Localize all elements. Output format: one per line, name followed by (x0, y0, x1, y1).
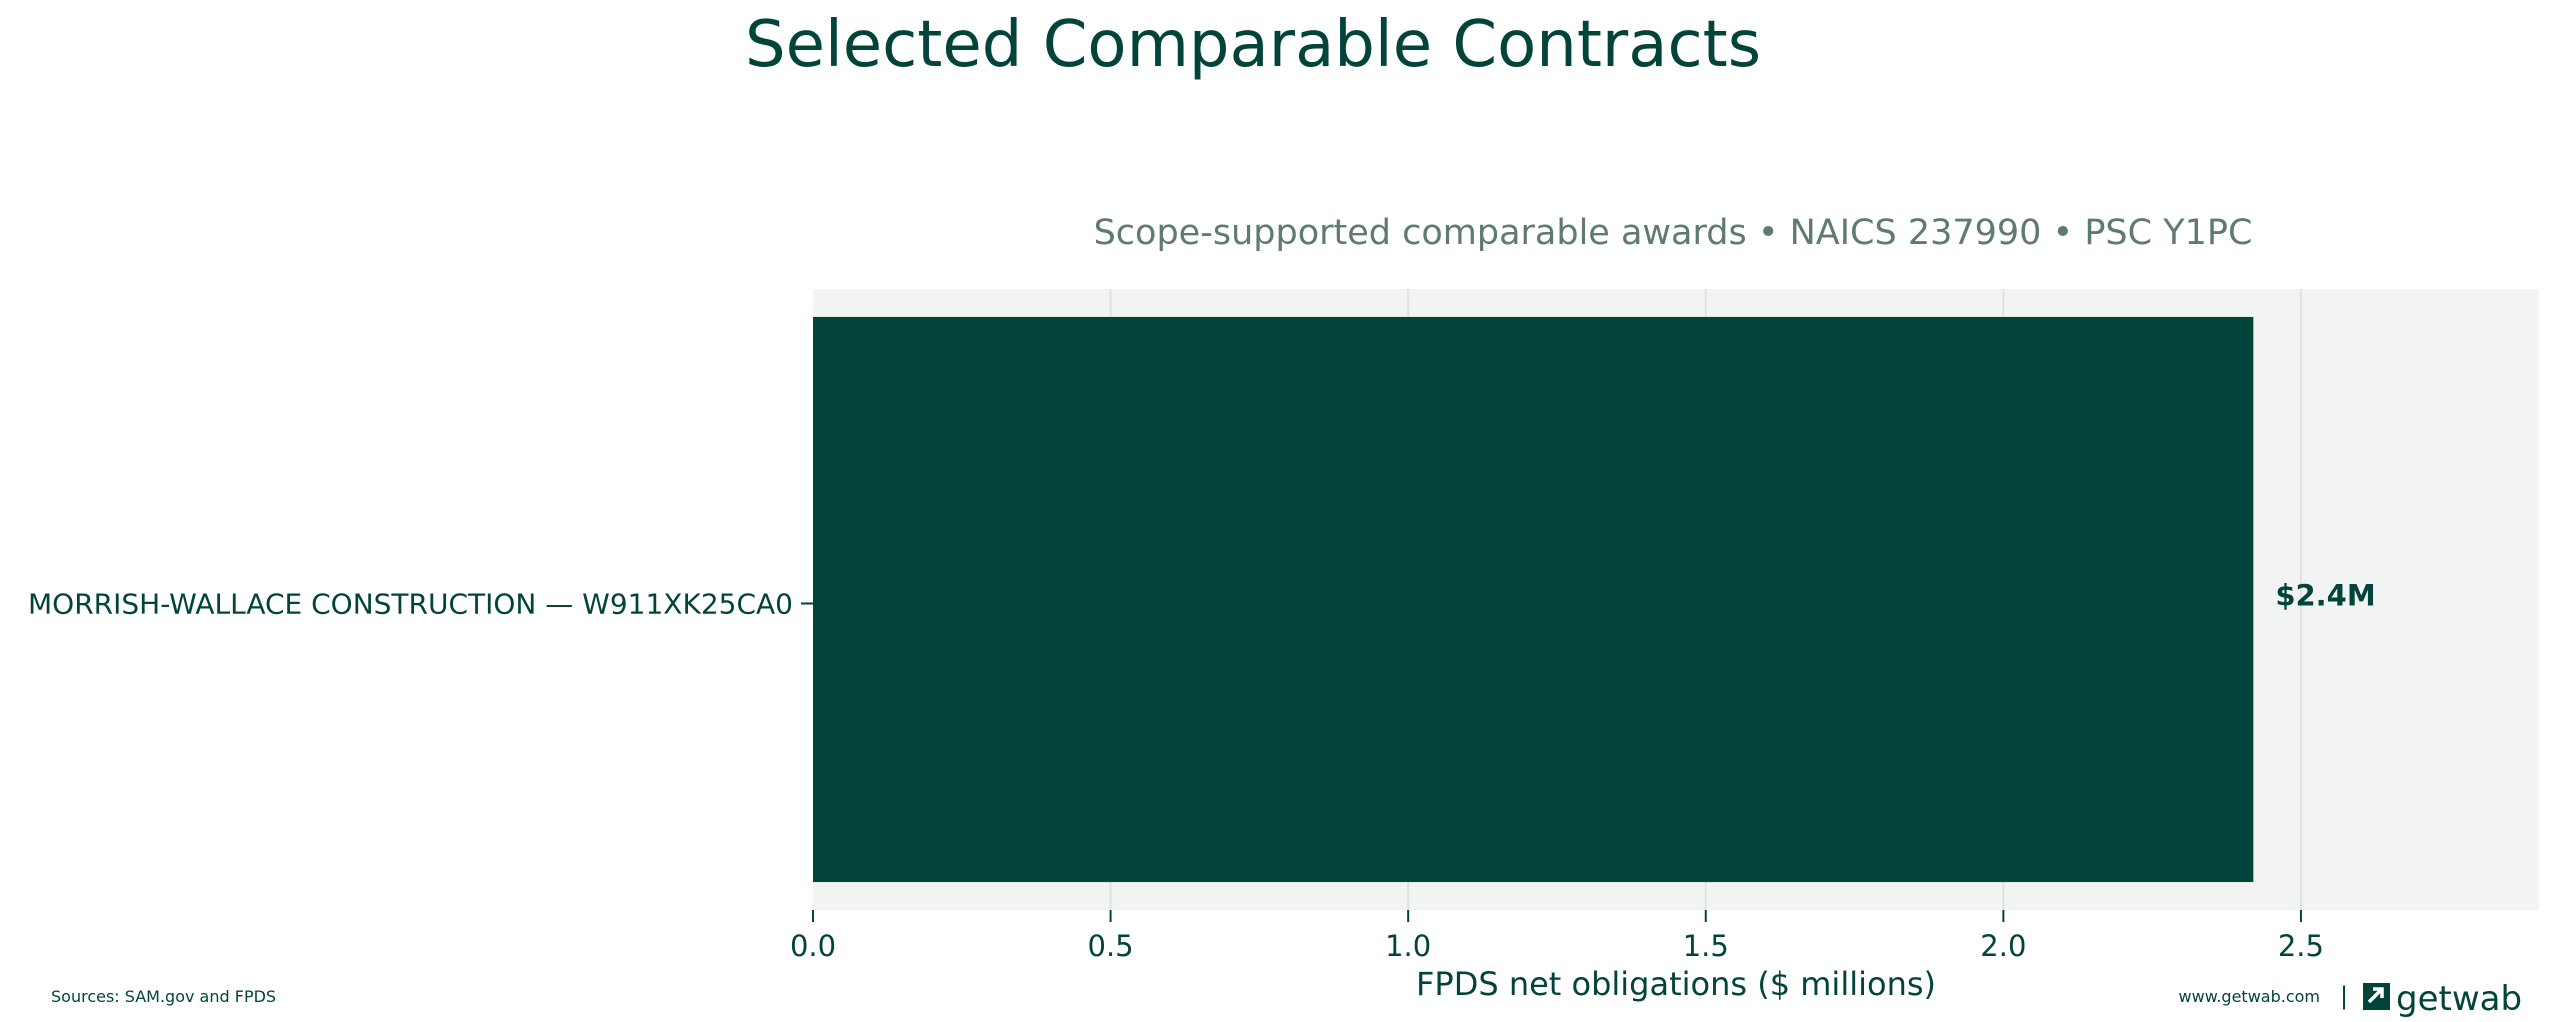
brand-name: getwab (2396, 979, 2522, 1019)
getwab-logo-icon (2363, 983, 2390, 1010)
chart-subtitle: Scope-supported comparable awards • NAIC… (1094, 213, 2253, 253)
website-link[interactable]: www.getwab.com (2179, 987, 2320, 1006)
y-axis: MORRISH-WALLACE CONSTRUCTION — W911XK25C… (28, 588, 813, 621)
x-tick-label: 1.5 (1683, 929, 1729, 963)
x-tick-label: 0.0 (790, 929, 836, 963)
x-tick-label: 2.5 (2278, 929, 2324, 963)
bars: $2.4M (813, 316, 2376, 883)
sources-note: Sources: SAM.gov and FPDS (51, 987, 276, 1006)
x-axis-label: FPDS net obligations ($ millions) (1416, 965, 1936, 1003)
bar (813, 316, 2254, 883)
x-tick-label: 0.5 (1088, 929, 1134, 963)
x-tick-label: 1.0 (1385, 929, 1431, 963)
y-tick-label: MORRISH-WALLACE CONSTRUCTION — W911XK25C… (28, 588, 793, 621)
x-axis: 0.0 0.5 1.0 1.5 2.0 2.5 (790, 910, 2324, 963)
x-tick-label: 2.0 (1980, 929, 2026, 963)
bar-value-label: $2.4M (2275, 579, 2375, 613)
footer-separator: | (2340, 982, 2348, 1010)
chart-title: Selected Comparable Contracts (745, 8, 1761, 82)
